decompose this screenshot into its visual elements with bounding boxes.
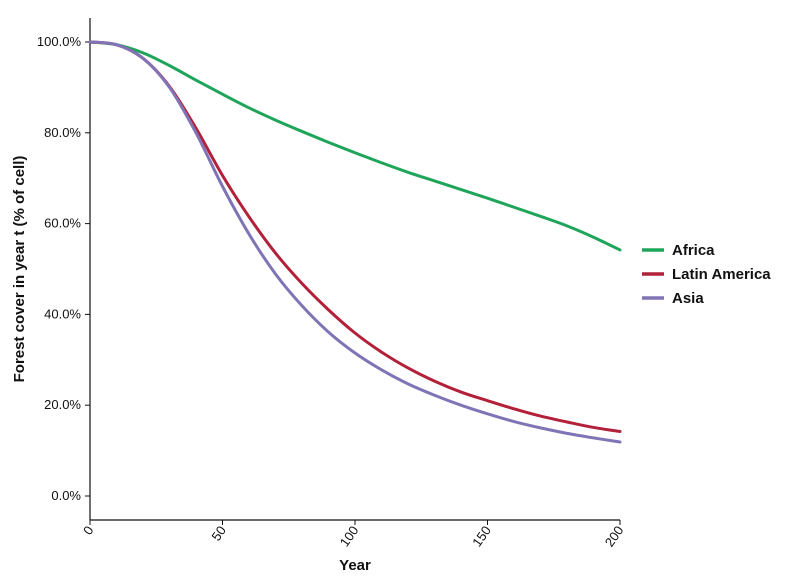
series-lines — [88, 40, 622, 444]
y-tick-label: 80.0% — [44, 125, 81, 140]
x-tick-label: 200 — [602, 523, 627, 549]
legend-label-asia: Asia — [672, 290, 704, 307]
x-tick-label: 100 — [337, 523, 362, 549]
plot-area: 0.0% 20.0% 40.0% 60.0% 80.0% 100.0% 0 50 100 150… — [37, 18, 626, 549]
y-axis-ticks: 0.0% 20.0% 40.0% 60.0% 80.0% 100.0% — [37, 34, 90, 503]
y-tick-label: 40.0% — [44, 306, 81, 321]
legend: Africa Latin America Asia — [642, 242, 771, 307]
x-axis-title: Year — [339, 557, 371, 574]
y-tick-label: 0.0% — [51, 488, 81, 503]
legend-label-latin-america: Latin America — [672, 266, 771, 283]
legend-label-africa: Africa — [672, 242, 715, 259]
x-tick-label: 0 — [80, 523, 96, 538]
y-tick-label: 60.0% — [44, 216, 81, 231]
x-tick-label: 150 — [469, 523, 494, 549]
y-axis-title: Forest cover in year t (% of cell) — [11, 156, 28, 383]
series-line-asia — [88, 40, 622, 444]
y-tick-label: 100.0% — [37, 34, 82, 49]
y-tick-label: 20.0% — [44, 397, 81, 412]
series-line-africa — [88, 40, 622, 252]
x-tick-label: 50 — [208, 523, 229, 543]
x-axis-ticks: 0 50 100 150 200 — [80, 520, 626, 549]
series-line-latin-america — [88, 40, 622, 434]
